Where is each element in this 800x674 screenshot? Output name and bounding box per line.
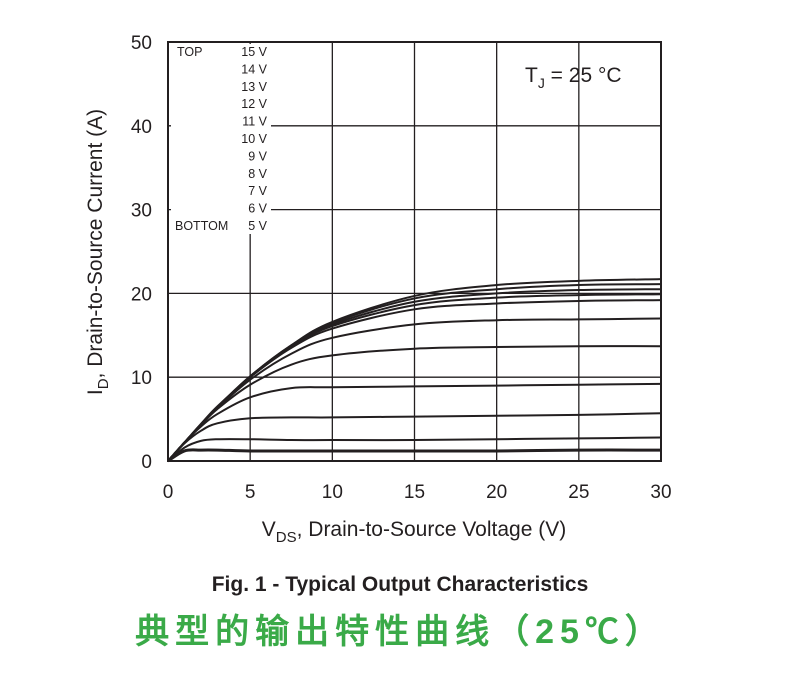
legend-entry: 8 V [248,167,267,181]
x-tick-label: 30 [650,482,671,503]
legend-entry: 9 V [248,149,267,163]
y-tick-label: 0 [141,452,152,473]
x-tick-label: 0 [163,482,174,503]
curve-vgs-7v [167,412,662,462]
y-tick-label: 30 [131,201,152,222]
legend-entry: 14 V [241,62,267,76]
legend: TOP BOTTOM 15 V 14 V 13 V 12 V 11 V 10 V 9 V 8 V 7… [171,44,271,234]
legend-top-label: TOP [177,45,202,59]
figure-subtitle-chinese: 典型的输出特性曲线（25℃） [135,613,665,651]
annotation-tj: TJ = 25 °C [525,64,622,91]
x-tick-labels: 0 5 10 15 20 25 30 [163,482,672,503]
x-tick-label: 15 [404,482,425,503]
curve-vgs-5v [167,448,662,463]
y-axis-title: ID, Drain-to-Source Current (A) [84,109,112,395]
legend-background [171,44,271,234]
y-tick-label: 40 [131,117,152,138]
x-tick-label: 25 [568,482,589,503]
legend-entry: 6 V [248,202,267,216]
x-tick-label: 10 [322,482,343,503]
legend-entry: 10 V [241,132,267,146]
x-axis-title: VDS, Drain-to-Source Voltage (V) [262,518,566,546]
y-tick-label: 20 [131,284,152,305]
y-tick-label: 10 [131,368,152,389]
x-tick-label: 20 [486,482,507,503]
y-tick-label: 50 [131,33,152,54]
y-tick-labels: 0 10 20 30 40 50 [131,33,152,473]
legend-entry: 12 V [241,97,267,111]
curve-vgs-8v [167,382,662,462]
legend-entry: 15 V [241,45,267,59]
output-characteristics-chart: TOP BOTTOM 15 V 14 V 13 V 12 V 11 V 10 V 9 V 8 V 7… [84,33,672,546]
legend-entry: 5 V [248,219,267,233]
curve-vgs-6v [167,436,662,462]
curve-vgs-9v [167,345,662,462]
curves [167,278,662,463]
legend-entry: 13 V [241,80,267,94]
figure-title: Fig. 1 - Typical Output Characteristics [211,573,589,596]
legend-entry: 7 V [248,184,267,198]
legend-bottom-label: BOTTOM [175,219,228,233]
plot-frame [167,41,662,462]
x-tick-label: 5 [245,482,256,503]
legend-entry: 11 V [242,115,267,129]
